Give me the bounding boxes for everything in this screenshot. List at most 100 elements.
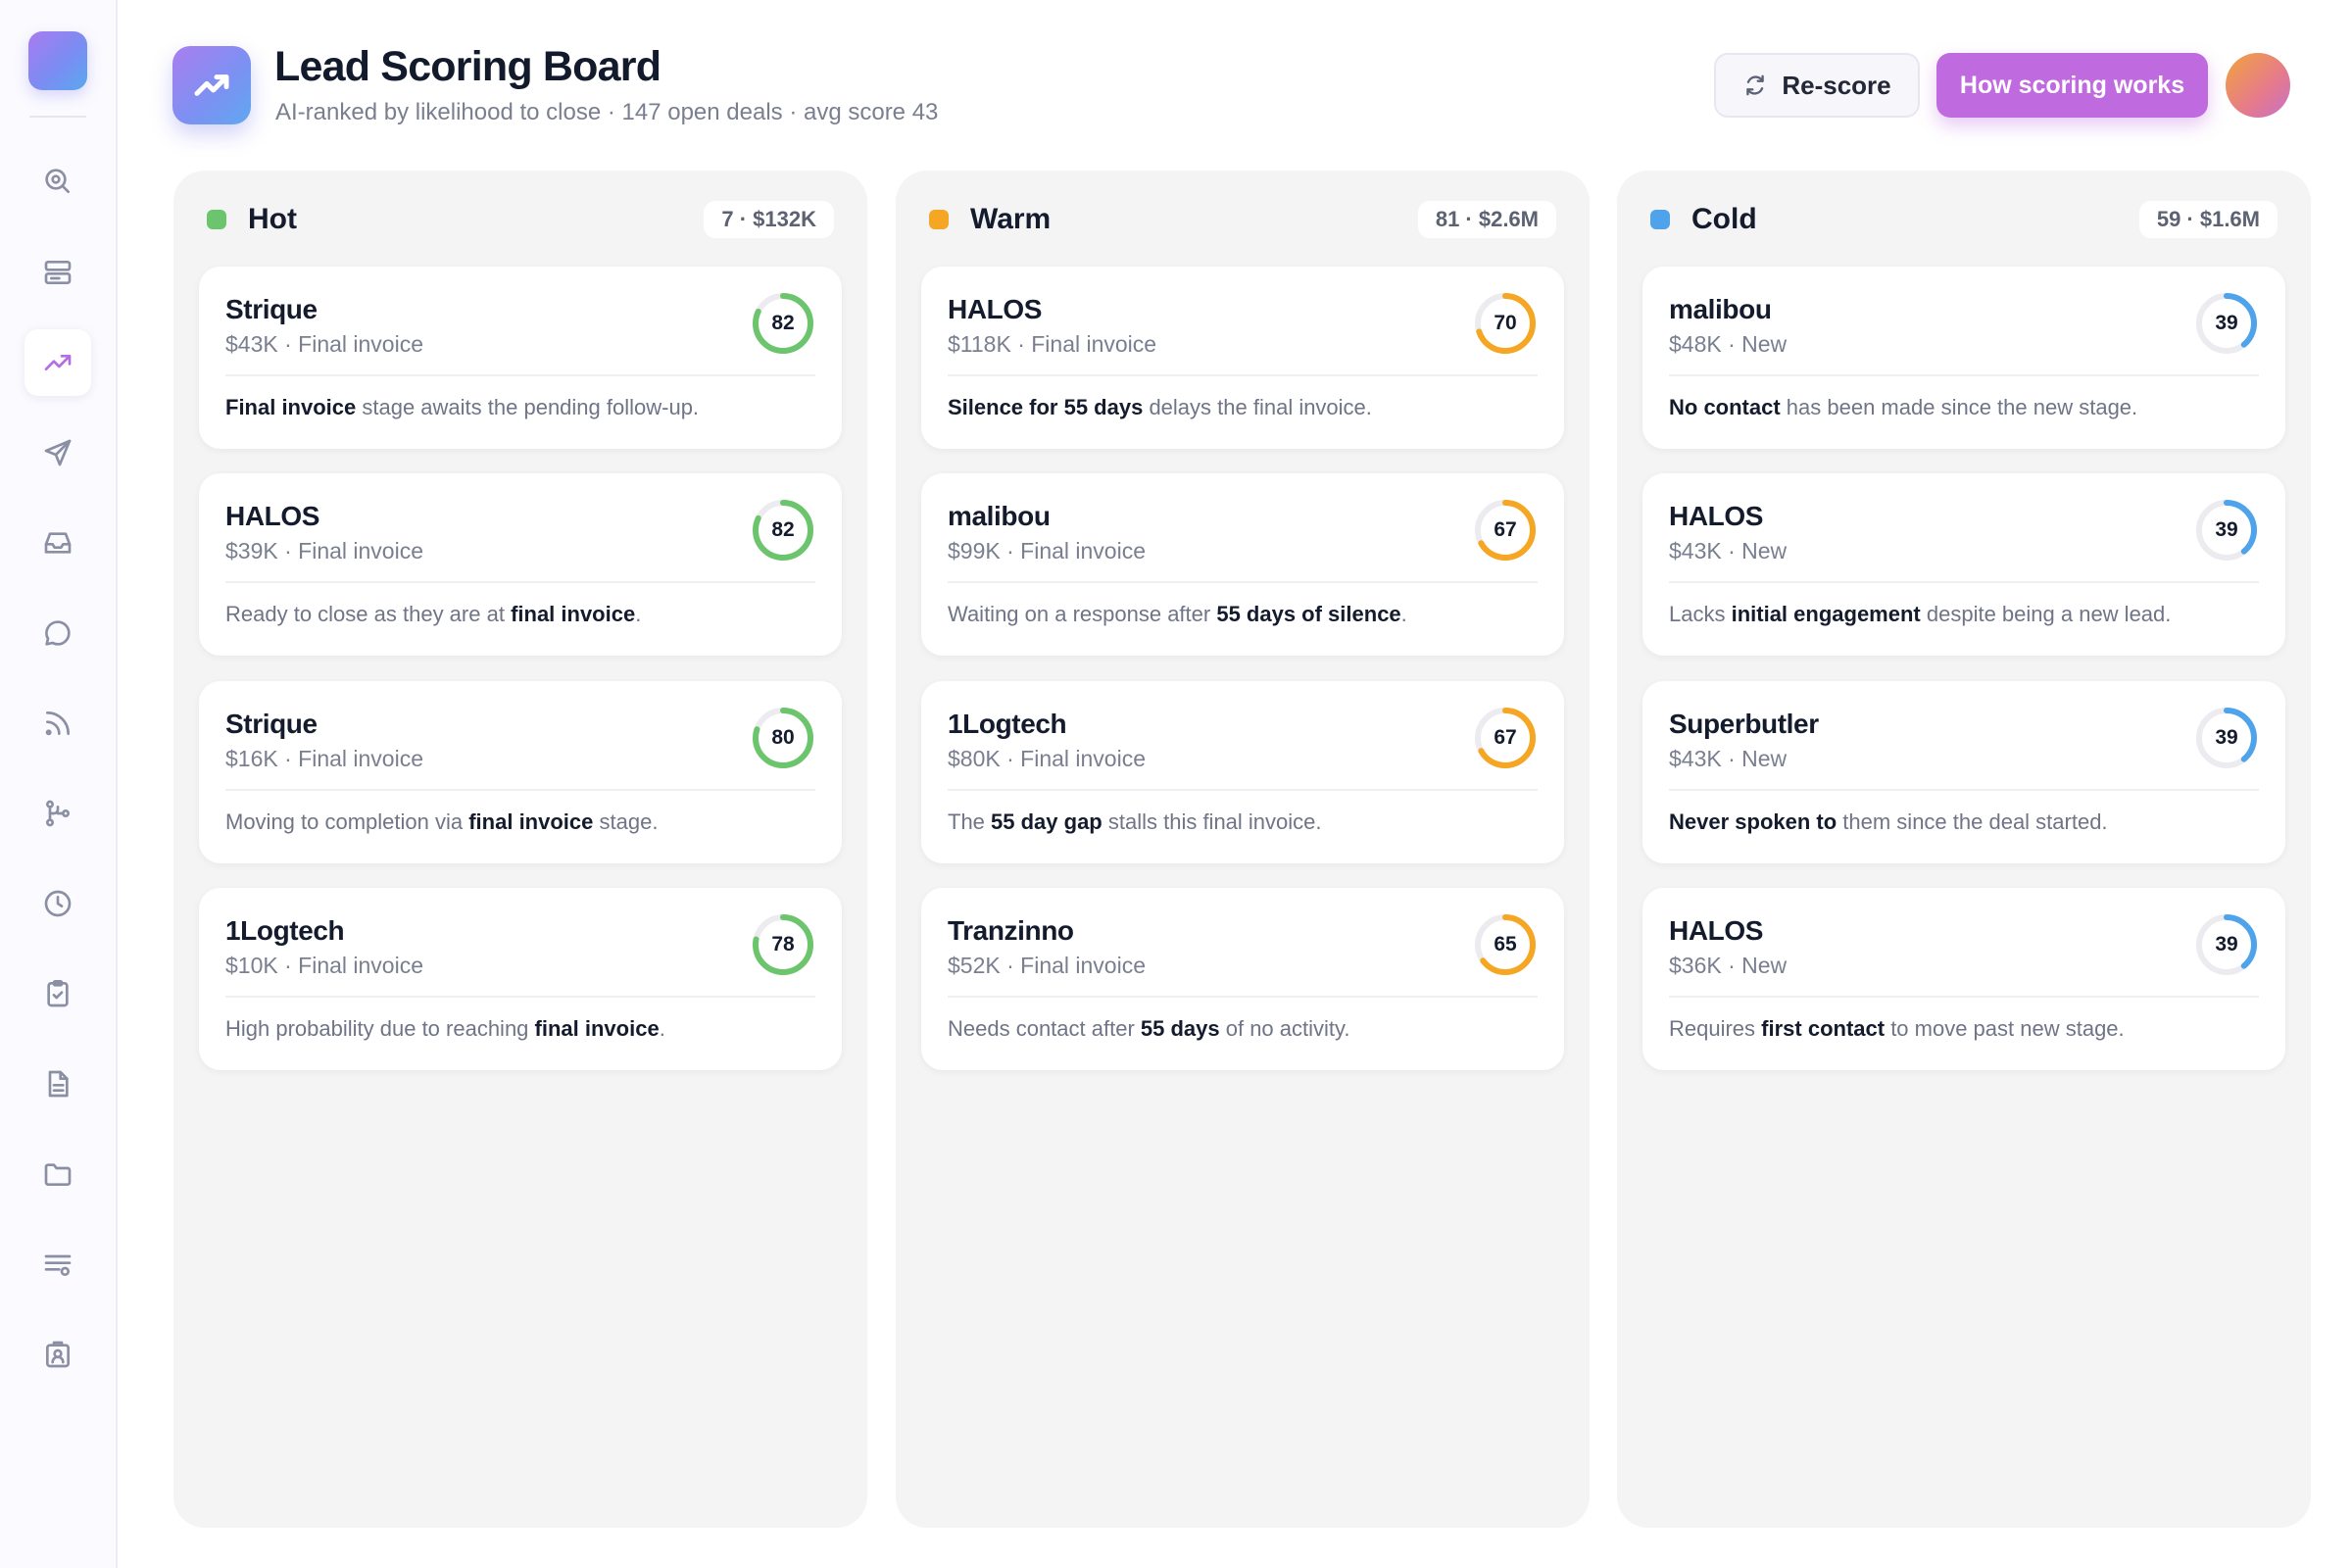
note-segment: Waiting on a response after bbox=[948, 602, 1217, 626]
deal-card[interactable]: HALOS $36K · New 39 Requires first contact … bbox=[1642, 888, 2285, 1070]
note-segment: 55 days bbox=[1140, 1016, 1220, 1041]
deal-note: Silence for 55 days delays the final inv… bbox=[948, 395, 1372, 420]
deal-card[interactable]: HALOS $118K · Final invoice 70 Silence for … bbox=[921, 267, 1564, 449]
sidebar-item-contacts[interactable] bbox=[24, 1321, 91, 1388]
score-value: 82 bbox=[771, 518, 795, 541]
card-divider bbox=[948, 789, 1538, 791]
card-divider bbox=[1669, 789, 2259, 791]
sidebar-item-feed[interactable] bbox=[24, 690, 91, 757]
deal-card[interactable]: HALOS $43K · New 39 Lacks initial engagemen… bbox=[1642, 473, 2285, 656]
note-segment: initial engagement bbox=[1731, 602, 1921, 626]
deal-card[interactable]: 1Logtech $80K · Final invoice 67 The 55 day… bbox=[921, 681, 1564, 863]
sidebar-item-chat[interactable] bbox=[24, 600, 91, 666]
deal-card[interactable]: Superbutler $43K · New 39 Never spoken to t… bbox=[1642, 681, 2285, 863]
deal-card[interactable]: 1Logtech $10K · Final invoice 78 High proba… bbox=[199, 888, 842, 1070]
search-icon bbox=[45, 169, 70, 193]
score-value: 39 bbox=[2215, 518, 2238, 541]
app-logo[interactable] bbox=[28, 31, 87, 90]
note-segment: No contact bbox=[1669, 395, 1781, 419]
note-segment: despite being a new lead. bbox=[1920, 602, 2172, 626]
note-segment: 55 days of silence bbox=[1216, 602, 1401, 626]
deal-name: malibou bbox=[1669, 294, 1772, 324]
column-header: Hot 7 · $132K bbox=[173, 171, 867, 269]
sidebar-item-history[interactable] bbox=[24, 870, 91, 937]
status-dot bbox=[207, 210, 226, 229]
sidebar-item-tasks[interactable] bbox=[24, 960, 91, 1027]
how-scoring-works-button[interactable]: How scoring works bbox=[1936, 53, 2208, 118]
send-icon bbox=[44, 439, 72, 466]
score-ring-graphic bbox=[753, 914, 813, 975]
score-ring-fill bbox=[2196, 500, 2257, 561]
score-ring: 80 bbox=[751, 706, 815, 770]
sidebar-item-search[interactable] bbox=[24, 148, 91, 215]
score-ring: 70 bbox=[1473, 291, 1538, 356]
score-ring-fill bbox=[2196, 293, 2257, 354]
deal-note: No contact has been made since the new s… bbox=[1669, 395, 2137, 420]
card-divider bbox=[948, 581, 1538, 583]
deal-meta: $43K · Final invoice bbox=[225, 331, 423, 357]
chat-icon bbox=[45, 620, 71, 646]
score-ring: 82 bbox=[751, 291, 815, 356]
deal-name: 1Logtech bbox=[225, 915, 345, 946]
card-divider bbox=[225, 374, 815, 376]
card-divider bbox=[225, 789, 815, 791]
score-ring: 39 bbox=[2194, 498, 2259, 563]
sidebar-item-lead-scoring[interactable] bbox=[24, 329, 91, 396]
note-segment: them since the deal started. bbox=[1837, 809, 2108, 834]
column-hot: Hot 7 · $132K Strique $43K · Final invoice 8… bbox=[173, 171, 867, 1528]
score-ring-fill bbox=[753, 293, 813, 354]
card-divider bbox=[225, 581, 815, 583]
clipboard-check-icon bbox=[47, 980, 69, 1007]
list-settings-icon bbox=[44, 1254, 72, 1276]
deal-card[interactable]: malibou $99K · Final invoice 67 Waiting on … bbox=[921, 473, 1564, 656]
deal-meta: $36K · New bbox=[1669, 953, 1788, 978]
page-title: Lead Scoring Board bbox=[274, 43, 662, 90]
deal-card[interactable]: malibou $48K · New 39 No contact has been m… bbox=[1642, 267, 2285, 449]
score-ring-graphic bbox=[2196, 500, 2257, 561]
note-segment: final invoice bbox=[468, 809, 594, 834]
sidebar-item-files[interactable] bbox=[24, 1141, 91, 1207]
rescore-button[interactable]: Re-score bbox=[1714, 53, 1920, 118]
score-ring-fill bbox=[1475, 500, 1536, 561]
sidebar-item-workflow[interactable] bbox=[24, 780, 91, 847]
deal-meta: $118K · Final invoice bbox=[948, 331, 1157, 357]
how-scoring-works-label: How scoring works bbox=[1959, 71, 2185, 99]
score-ring-graphic bbox=[1475, 500, 1536, 561]
score-value: 82 bbox=[771, 312, 795, 334]
sidebar-item-send[interactable] bbox=[24, 419, 91, 486]
score-ring-graphic bbox=[753, 293, 813, 354]
deal-card[interactable]: Strique $16K · Final invoice 80 Moving to c… bbox=[199, 681, 842, 863]
sidebar-item-list-settings[interactable] bbox=[24, 1231, 91, 1298]
avatar[interactable] bbox=[2226, 53, 2290, 118]
note-segment: final invoice bbox=[511, 602, 636, 626]
workflow-icon bbox=[46, 800, 70, 827]
note-segment: stalls this final invoice. bbox=[1102, 809, 1322, 834]
sidebar-item-cards[interactable] bbox=[24, 239, 91, 306]
column-title: Hot bbox=[248, 203, 297, 235]
score-ring: 39 bbox=[2194, 706, 2259, 770]
score-ring-fill bbox=[753, 708, 813, 768]
score-ring-graphic bbox=[1475, 293, 1536, 354]
score-value: 39 bbox=[2215, 312, 2238, 334]
deal-card[interactable]: Tranzinno $52K · Final invoice 65 Needs con… bbox=[921, 888, 1564, 1070]
sidebar-item-inbox[interactable] bbox=[24, 510, 91, 576]
column-count-badge: 7 · $132K bbox=[704, 201, 834, 238]
note-segment: . bbox=[635, 602, 642, 626]
sidebar-item-documents[interactable] bbox=[24, 1051, 91, 1117]
deal-card[interactable]: HALOS $39K · Final invoice 82 Ready to clos… bbox=[199, 473, 842, 656]
note-segment: delays the final invoice. bbox=[1143, 395, 1372, 419]
deal-meta: $52K · Final invoice bbox=[948, 953, 1146, 978]
note-segment: 55 day gap bbox=[991, 809, 1102, 834]
score-value: 67 bbox=[1494, 726, 1517, 749]
contact-badge-icon bbox=[46, 1341, 70, 1368]
score-ring-fill bbox=[1475, 708, 1536, 768]
page-subtitle: AI-ranked by likelihood to close · 147 o… bbox=[275, 99, 939, 125]
note-segment: Moving to completion via bbox=[225, 809, 469, 834]
card-divider bbox=[948, 374, 1538, 376]
status-dot bbox=[1650, 210, 1670, 229]
refresh-icon bbox=[1746, 74, 1765, 96]
column-count-badge: 59 · $1.6M bbox=[2138, 201, 2278, 238]
deal-name: Strique bbox=[225, 294, 318, 324]
column-header: Warm 81 · $2.6M bbox=[896, 171, 1590, 269]
deal-card[interactable]: Strique $43K · Final invoice 82 Final invoi… bbox=[199, 267, 842, 449]
